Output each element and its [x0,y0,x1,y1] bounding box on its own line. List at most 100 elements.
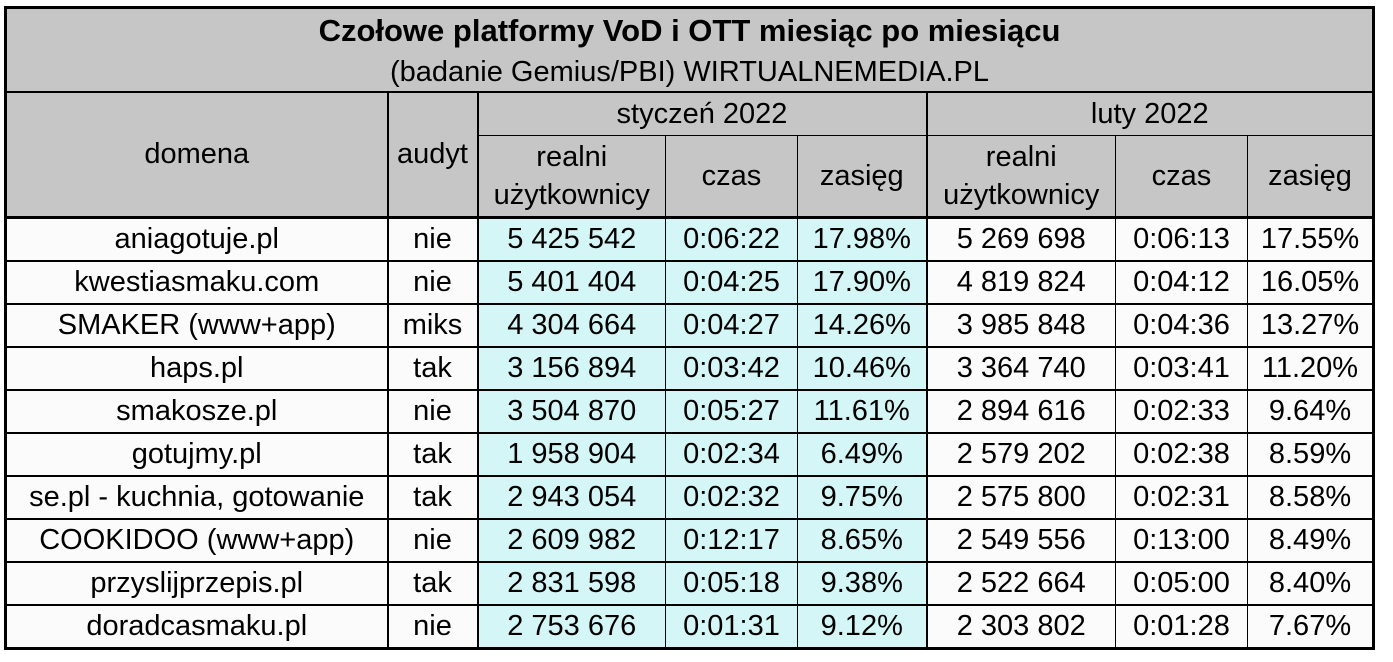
jan-users-cell: 5 425 542 [476,216,666,262]
table-wrapper: Czołowe platformy VoD i OTT miesiąc po m… [4,6,1375,650]
domain-cell: przyslijprzepis.pl [5,561,388,606]
feb-users-cell: 2 522 664 [925,561,1116,606]
jan-users-cell: 2 943 054 [476,475,666,520]
header-jan-reach: zasięg [797,135,927,219]
header-domain: domena [5,91,388,219]
table-body: aniagotuje.pl nie 5 425 542 0:06:22 17.9… [5,216,1374,649]
header-feb-real-users: realni użytkownicy [925,135,1116,219]
feb-time-cell: 0:01:28 [1115,604,1248,649]
feb-users-cell: 2 303 802 [925,604,1116,649]
domain-cell: SMAKER (www+app) [5,303,388,348]
table-title: Czołowe platformy VoD i OTT miesiąc po m… [318,13,1061,48]
jan-reach-cell: 17.90% [797,260,927,305]
audit-cell: miks [386,303,478,348]
audit-cell: tak [386,561,478,606]
audit-cell: nie [386,216,478,262]
audit-cell: nie [386,389,478,434]
feb-reach-cell: 8.40% [1247,561,1374,606]
audit-cell: nie [386,518,478,563]
header-jan-time: czas [665,135,798,219]
jan-reach-cell: 6.49% [797,432,927,477]
month-header-row: domena audyt styczeń 2022 luty 2022 [5,91,1374,219]
sub-header-row: realni użytkownicy czas zasięg realni uż… [6,135,1374,219]
table-row: COOKIDOO (www+app) nie 2 609 982 0:12:17… [5,518,1374,563]
feb-time-cell: 0:02:31 [1115,475,1248,520]
feb-time-cell: 0:04:36 [1115,303,1248,348]
jan-reach-cell: 11.61% [797,389,927,434]
feb-users-cell: 3 985 848 [925,303,1116,348]
header-audit: audyt [386,91,478,219]
jan-users-cell: 2 831 598 [476,561,666,606]
jan-time-cell: 0:05:18 [665,561,798,606]
jan-reach-cell: 9.38% [797,561,927,606]
jan-reach-cell: 8.65% [797,518,927,563]
jan-time-cell: 0:02:34 [665,432,798,477]
jan-users-cell: 4 304 664 [476,303,666,348]
table-row: kwestiasmaku.com nie 5 401 404 0:04:25 1… [5,260,1374,305]
domain-cell: kwestiasmaku.com [5,260,388,305]
feb-reach-cell: 11.20% [1247,346,1374,391]
header-feb-time: czas [1115,135,1248,219]
table-row: se.pl - kuchnia, gotowanie tak 2 943 054… [5,475,1374,520]
table-row: gotujmy.pl tak 1 958 904 0:02:34 6.49% 2… [5,432,1374,477]
feb-time-cell: 0:13:00 [1115,518,1248,563]
table-row: aniagotuje.pl nie 5 425 542 0:06:22 17.9… [5,216,1374,262]
feb-time-cell: 0:06:13 [1115,216,1248,262]
feb-time-cell: 0:02:33 [1115,389,1248,434]
table-row: smakosze.pl nie 3 504 870 0:05:27 11.61%… [5,389,1374,434]
jan-time-cell: 0:04:27 [665,303,798,348]
jan-time-cell: 0:04:25 [665,260,798,305]
feb-reach-cell: 7.67% [1247,604,1374,649]
jan-reach-cell: 14.26% [797,303,927,348]
domain-cell: doradcasmaku.pl [5,604,388,649]
domain-cell: haps.pl [5,346,388,391]
audit-cell: nie [386,260,478,305]
domain-cell: gotujmy.pl [5,432,388,477]
jan-reach-cell: 17.98% [797,216,927,262]
header-jan-real-users: realni użytkownicy [476,135,666,219]
title-row: Czołowe platformy VoD i OTT miesiąc po m… [5,7,1374,93]
jan-users-cell: 2 753 676 [476,604,666,649]
table-row: SMAKER (www+app) miks 4 304 664 0:04:27 … [5,303,1374,348]
feb-time-cell: 0:04:12 [1115,260,1248,305]
table-row: przyslijprzepis.pl tak 2 831 598 0:05:18… [5,561,1374,606]
jan-reach-cell: 9.12% [797,604,927,649]
feb-reach-cell: 8.49% [1247,518,1374,563]
feb-users-cell: 4 819 824 [925,260,1116,305]
feb-users-cell: 2 579 202 [925,432,1116,477]
feb-users-cell: 2 894 616 [925,389,1116,434]
vod-ott-table: Czołowe platformy VoD i OTT miesiąc po m… [4,6,1375,650]
feb-users-cell: 5 269 698 [925,216,1116,262]
feb-reach-cell: 9.64% [1247,389,1374,434]
feb-reach-cell: 8.59% [1247,432,1374,477]
table-row: haps.pl tak 3 156 894 0:03:42 10.46% 3 3… [5,346,1374,391]
jan-time-cell: 0:03:42 [665,346,798,391]
jan-time-cell: 0:12:17 [665,518,798,563]
jan-users-cell: 2 609 982 [476,518,666,563]
domain-cell: aniagotuje.pl [5,216,388,262]
header-feb-reach: zasięg [1247,135,1374,219]
header-month-january: styczeń 2022 [476,91,927,136]
audit-cell: nie [386,604,478,649]
feb-users-cell: 2 575 800 [925,475,1116,520]
table-subtitle: (badanie Gemius/PBI) WIRTUALNEMEDIA.PL [390,56,989,88]
jan-users-cell: 1 958 904 [476,432,666,477]
jan-reach-cell: 9.75% [797,475,927,520]
domain-cell: smakosze.pl [5,389,388,434]
feb-users-cell: 2 549 556 [925,518,1116,563]
jan-users-cell: 5 401 404 [476,260,666,305]
audit-cell: tak [386,432,478,477]
feb-time-cell: 0:03:41 [1115,346,1248,391]
feb-time-cell: 0:05:00 [1115,561,1248,606]
table-row: doradcasmaku.pl nie 2 753 676 0:01:31 9.… [5,604,1374,649]
jan-time-cell: 0:05:27 [665,389,798,434]
feb-reach-cell: 17.55% [1247,216,1374,262]
feb-users-cell: 3 364 740 [925,346,1116,391]
header-month-february: luty 2022 [925,91,1374,136]
feb-time-cell: 0:02:38 [1115,432,1248,477]
feb-reach-cell: 8.58% [1247,475,1374,520]
domain-cell: COOKIDOO (www+app) [5,518,388,563]
jan-time-cell: 0:02:32 [665,475,798,520]
audit-cell: tak [386,475,478,520]
feb-reach-cell: 13.27% [1247,303,1374,348]
